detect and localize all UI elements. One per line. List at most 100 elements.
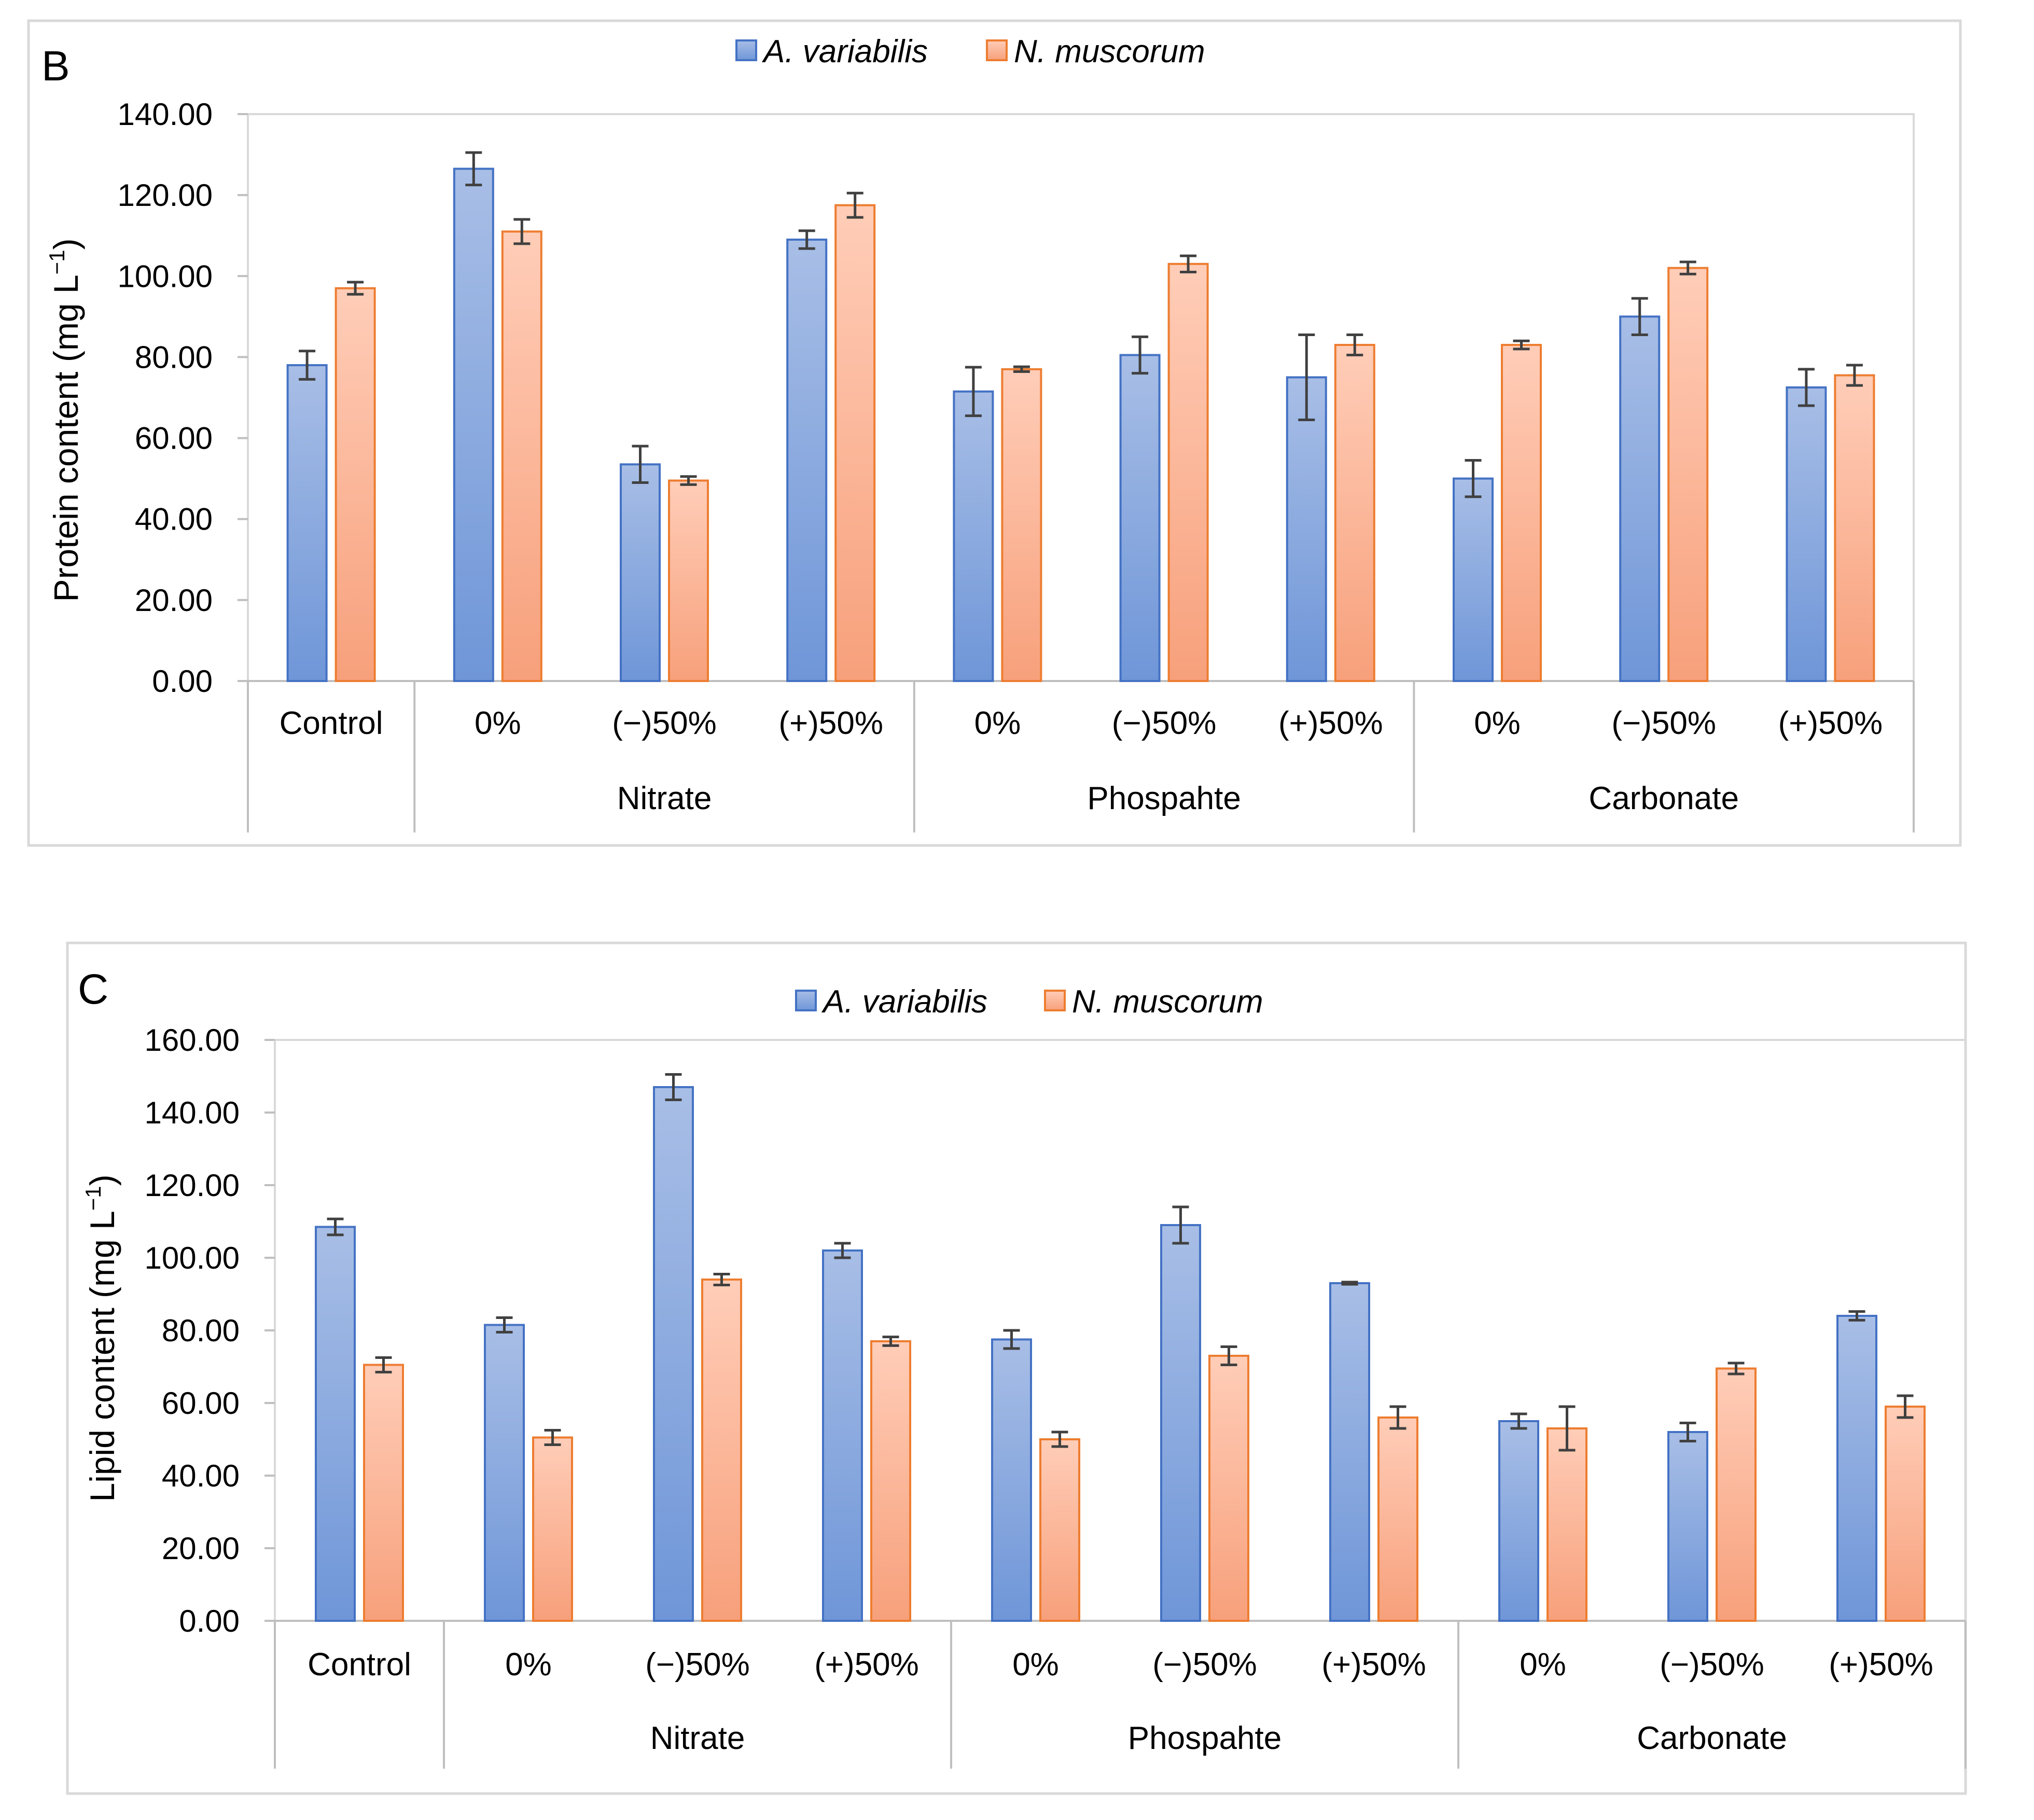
y-tick-label: 120.00	[144, 1168, 240, 1203]
category-label: Control	[280, 705, 383, 741]
category-label: (+)50%	[778, 705, 883, 741]
category-label: (−)50%	[1660, 1647, 1764, 1683]
bar-n-muscorum	[1834, 374, 1875, 682]
y-tick-label: 80.00	[135, 340, 213, 374]
bar-n-muscorum	[1377, 1416, 1418, 1622]
bar-n-muscorum	[1885, 1406, 1926, 1622]
bar-a-variabilis	[1498, 1420, 1539, 1622]
legend-swatch-a-variabilis	[795, 990, 817, 1011]
y-tick-label: 80.00	[162, 1313, 240, 1348]
bar-a-variabilis	[286, 364, 328, 682]
y-tick-label: 140.00	[144, 1095, 240, 1130]
bar-n-muscorum	[870, 1340, 911, 1622]
category-label: Control	[308, 1647, 411, 1683]
y-tick-label: 100.00	[117, 259, 213, 294]
legend-label-a-variabilis: A. variabilis	[761, 34, 928, 70]
y-tick-label: 40.00	[162, 1458, 240, 1493]
legend-label-a-variabilis: A. variabilis	[821, 984, 987, 1020]
bar-a-variabilis	[1619, 315, 1661, 682]
category-label: 0%	[475, 705, 521, 741]
y-tick-label: 20.00	[135, 583, 213, 618]
category-label: 0%	[1474, 705, 1521, 741]
category-label: (−)50%	[1112, 705, 1217, 741]
legend-swatch-n-muscorum	[1044, 990, 1066, 1011]
bar-n-muscorum	[335, 287, 376, 682]
category-label: (−)50%	[645, 1647, 750, 1683]
y-axis-title: Protein content (mg L−1)	[45, 239, 85, 602]
bar-n-muscorum	[834, 204, 876, 682]
legend: A. variabilis N. muscorum	[735, 34, 1205, 70]
bar-a-variabilis	[1786, 386, 1827, 682]
group-label: Carbonate	[1589, 781, 1739, 816]
bar-n-muscorum	[1208, 1355, 1249, 1622]
y-tick-label: 100.00	[144, 1241, 240, 1275]
category-label: 0%	[1012, 1647, 1059, 1683]
legend: A. variabilis N. muscorum	[795, 984, 1263, 1020]
bar-a-variabilis	[1119, 354, 1161, 682]
panel-letter: C	[78, 966, 108, 1013]
category-label: (+)50%	[1278, 705, 1383, 741]
y-tick-label: 0.00	[152, 664, 213, 699]
bar-n-muscorum	[1039, 1438, 1080, 1622]
bar-n-muscorum	[501, 230, 542, 682]
group-label: Phospahte	[1087, 781, 1241, 816]
bar-a-variabilis	[1667, 1431, 1708, 1622]
bar-n-muscorum	[701, 1279, 742, 1622]
bar-a-variabilis	[1453, 477, 1494, 683]
bar-a-variabilis	[1329, 1282, 1370, 1622]
legend-label-n-muscorum: N. muscorum	[1072, 984, 1263, 1020]
category-label: 0%	[974, 705, 1021, 741]
panel-letter: B	[41, 43, 70, 90]
category-label: 0%	[1520, 1647, 1566, 1683]
bar-n-muscorum	[1716, 1367, 1757, 1622]
y-tick-label: 20.00	[162, 1531, 240, 1566]
bar-a-variabilis	[822, 1249, 863, 1622]
bar-n-muscorum	[1501, 344, 1542, 682]
group-label: Nitrate	[617, 781, 712, 816]
category-label: (+)50%	[814, 1647, 919, 1683]
category-label: 0%	[505, 1647, 552, 1683]
bar-a-variabilis	[315, 1226, 356, 1622]
bar-n-muscorum	[532, 1436, 573, 1622]
y-axis-title: Lipid content (mg L−1)	[81, 1174, 121, 1502]
bar-n-muscorum	[1334, 344, 1375, 682]
category-label: (+)50%	[1778, 705, 1883, 741]
bar-a-variabilis	[453, 168, 494, 682]
category-label: (−)50%	[1152, 1647, 1257, 1683]
bar-a-variabilis	[620, 463, 661, 682]
category-label: (−)50%	[612, 705, 717, 741]
bar-n-muscorum	[1667, 267, 1709, 682]
y-tick-label: 120.00	[117, 178, 213, 213]
bar-n-muscorum	[363, 1364, 404, 1622]
category-label: (+)50%	[1829, 1647, 1933, 1683]
lipid-chart-panel: C A. variabilis N. muscorum Lipid conten…	[66, 941, 1967, 1795]
bar-n-muscorum	[1547, 1427, 1587, 1622]
bar-a-variabilis	[1160, 1224, 1201, 1622]
group-label: Carbonate	[1637, 1720, 1787, 1756]
group-label: Phospahte	[1128, 1720, 1281, 1756]
legend-swatch-a-variabilis	[735, 39, 757, 61]
bar-a-variabilis	[991, 1338, 1032, 1622]
legend-label-n-muscorum: N. muscorum	[1014, 34, 1205, 70]
y-tick-label: 60.00	[135, 421, 213, 456]
y-tick-label: 140.00	[117, 97, 213, 132]
bar-n-muscorum	[1167, 262, 1209, 683]
group-label: Nitrate	[650, 1720, 745, 1756]
bar-a-variabilis	[953, 390, 994, 682]
y-tick-label: 40.00	[135, 502, 213, 537]
legend-swatch-n-muscorum	[986, 39, 1008, 61]
bar-a-variabilis	[484, 1324, 525, 1622]
category-label: (−)50%	[1611, 705, 1716, 741]
y-tick-label: 0.00	[179, 1604, 240, 1638]
bar-a-variabilis	[1286, 376, 1327, 682]
y-tick-label: 160.00	[144, 1023, 240, 1058]
bar-n-muscorum	[1001, 368, 1042, 682]
y-tick-label: 60.00	[162, 1386, 240, 1421]
bar-n-muscorum	[668, 479, 709, 683]
protein-chart-panel: B A. variabilis N. muscorum Protein cont…	[27, 19, 1962, 847]
bar-a-variabilis	[786, 239, 828, 682]
bar-a-variabilis	[1836, 1315, 1877, 1622]
category-label: (+)50%	[1321, 1647, 1426, 1683]
bar-a-variabilis	[653, 1086, 694, 1622]
